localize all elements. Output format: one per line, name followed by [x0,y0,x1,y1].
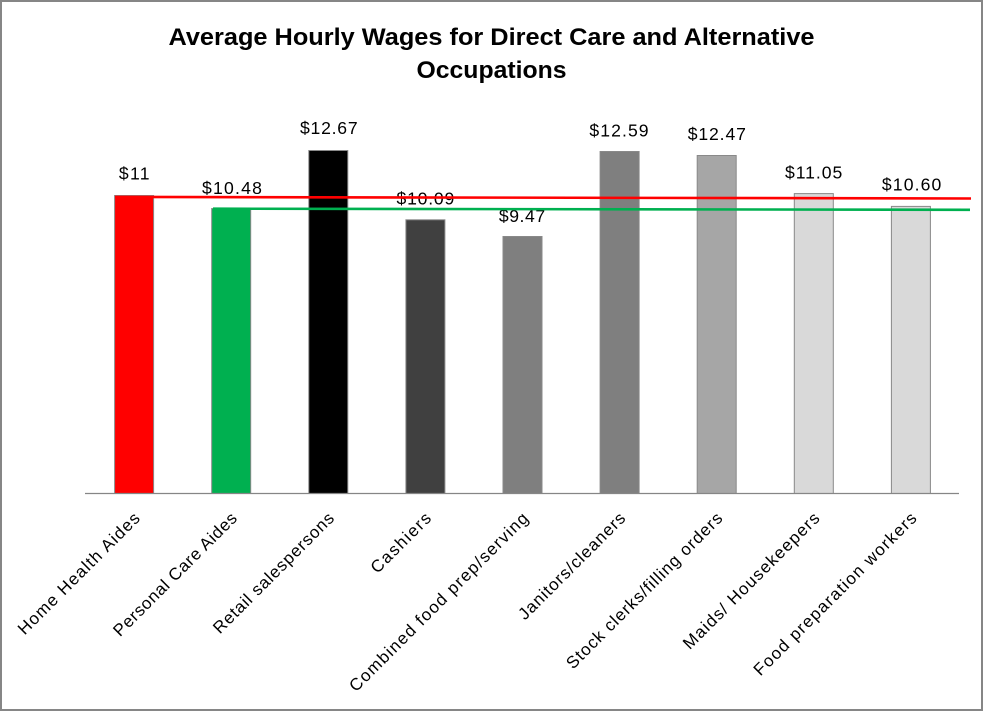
svg-text:$11.05: $11.05 [785,163,843,183]
svg-text:$12.59: $12.59 [589,121,648,141]
svg-text:$12.67: $12.67 [300,118,358,138]
svg-text:$10.48: $10.48 [202,178,262,198]
svg-text:Occupations: Occupations [417,57,567,84]
svg-text:$12.47: $12.47 [688,124,746,144]
svg-text:$9.47: $9.47 [499,206,545,226]
svg-text:Average Hourly Wages for Direc: Average Hourly Wages for Direct Care and… [169,24,815,51]
svg-text:$11: $11 [119,164,150,184]
svg-text:$10.60: $10.60 [882,175,942,195]
